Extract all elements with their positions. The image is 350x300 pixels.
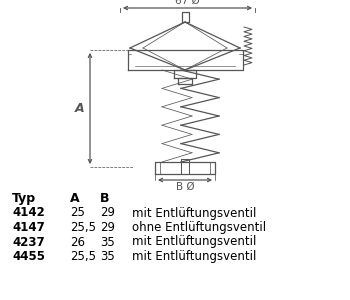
Text: mit Entlüftungsventil: mit Entlüftungsventil bbox=[132, 206, 256, 220]
Text: 25,5: 25,5 bbox=[70, 221, 96, 234]
Text: 25: 25 bbox=[70, 206, 85, 220]
Text: 35: 35 bbox=[100, 236, 115, 248]
Text: ohne Entlüftungsventil: ohne Entlüftungsventil bbox=[132, 221, 266, 234]
Text: A: A bbox=[70, 192, 80, 205]
Text: 35: 35 bbox=[100, 250, 115, 263]
Text: 29: 29 bbox=[100, 206, 115, 220]
Text: A: A bbox=[74, 102, 84, 115]
Text: 29: 29 bbox=[100, 221, 115, 234]
Text: 4237: 4237 bbox=[12, 236, 45, 248]
Text: 26: 26 bbox=[70, 236, 85, 248]
Text: mit Entlüftungsventil: mit Entlüftungsventil bbox=[132, 236, 256, 248]
Text: B Ø: B Ø bbox=[176, 182, 194, 192]
Text: 67 Ø: 67 Ø bbox=[175, 0, 200, 6]
Text: 4142: 4142 bbox=[12, 206, 45, 220]
Text: 25,5: 25,5 bbox=[70, 250, 96, 263]
Text: 4455: 4455 bbox=[12, 250, 45, 263]
Text: mit Entlüftungsventil: mit Entlüftungsventil bbox=[132, 250, 256, 263]
Text: Typ: Typ bbox=[12, 192, 36, 205]
Text: B: B bbox=[100, 192, 110, 205]
Text: 4147: 4147 bbox=[12, 221, 45, 234]
